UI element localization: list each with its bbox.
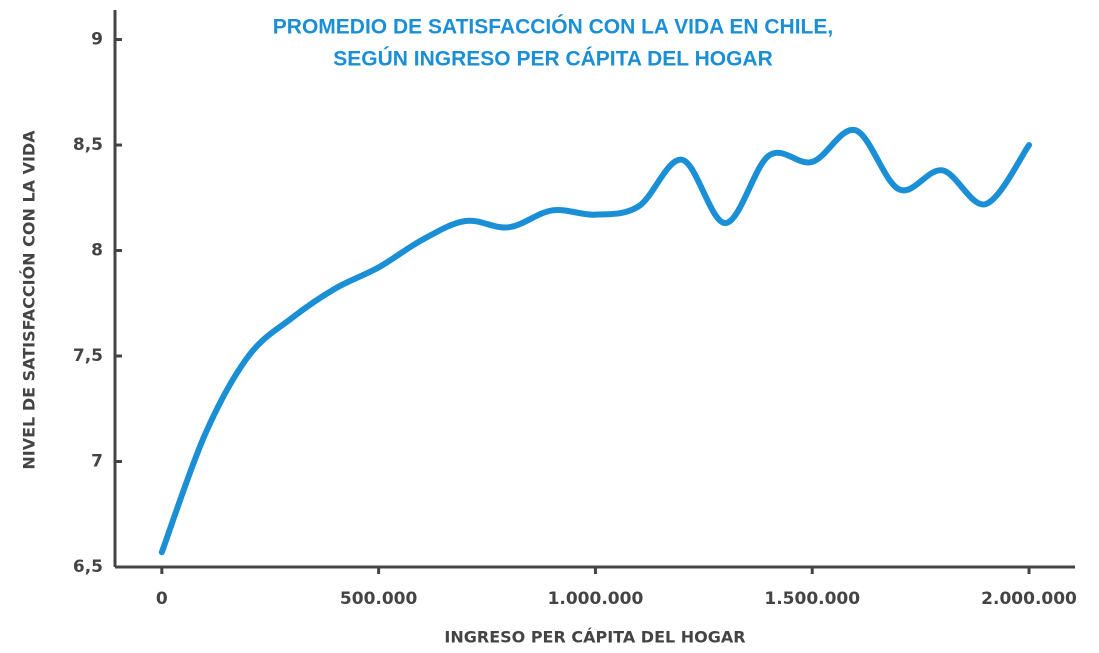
x-tick-label: 1.500.000	[764, 589, 860, 609]
y-tick-label: 9	[91, 30, 103, 50]
x-axis-title: INGRESO PER CÁPITA DEL HOGAR	[444, 628, 745, 647]
x-tick-label: 1.000.000	[548, 589, 644, 609]
chart-title: PROMEDIO DE SATISFACCIÓN CON LA VIDA EN …	[273, 15, 833, 39]
y-tick-label: 7	[91, 452, 103, 472]
x-tick-label: 500.000	[340, 589, 418, 609]
x-tick-label: 2.000.000	[981, 589, 1077, 609]
y-axis-title: NIVEL DE SATISFACCIÓN CON LA VIDA	[20, 130, 39, 470]
chart-title: SEGÚN INGRESO PER CÁPITA DEL HOGAR	[333, 47, 773, 71]
x-tick-label: 0	[156, 589, 168, 609]
y-tick-label: 8	[91, 241, 103, 261]
y-tick-label: 6,5	[73, 557, 103, 577]
y-tick-label: 7,5	[73, 346, 103, 366]
line	[158, 127, 1033, 556]
y-tick-label: 8,5	[73, 135, 103, 155]
